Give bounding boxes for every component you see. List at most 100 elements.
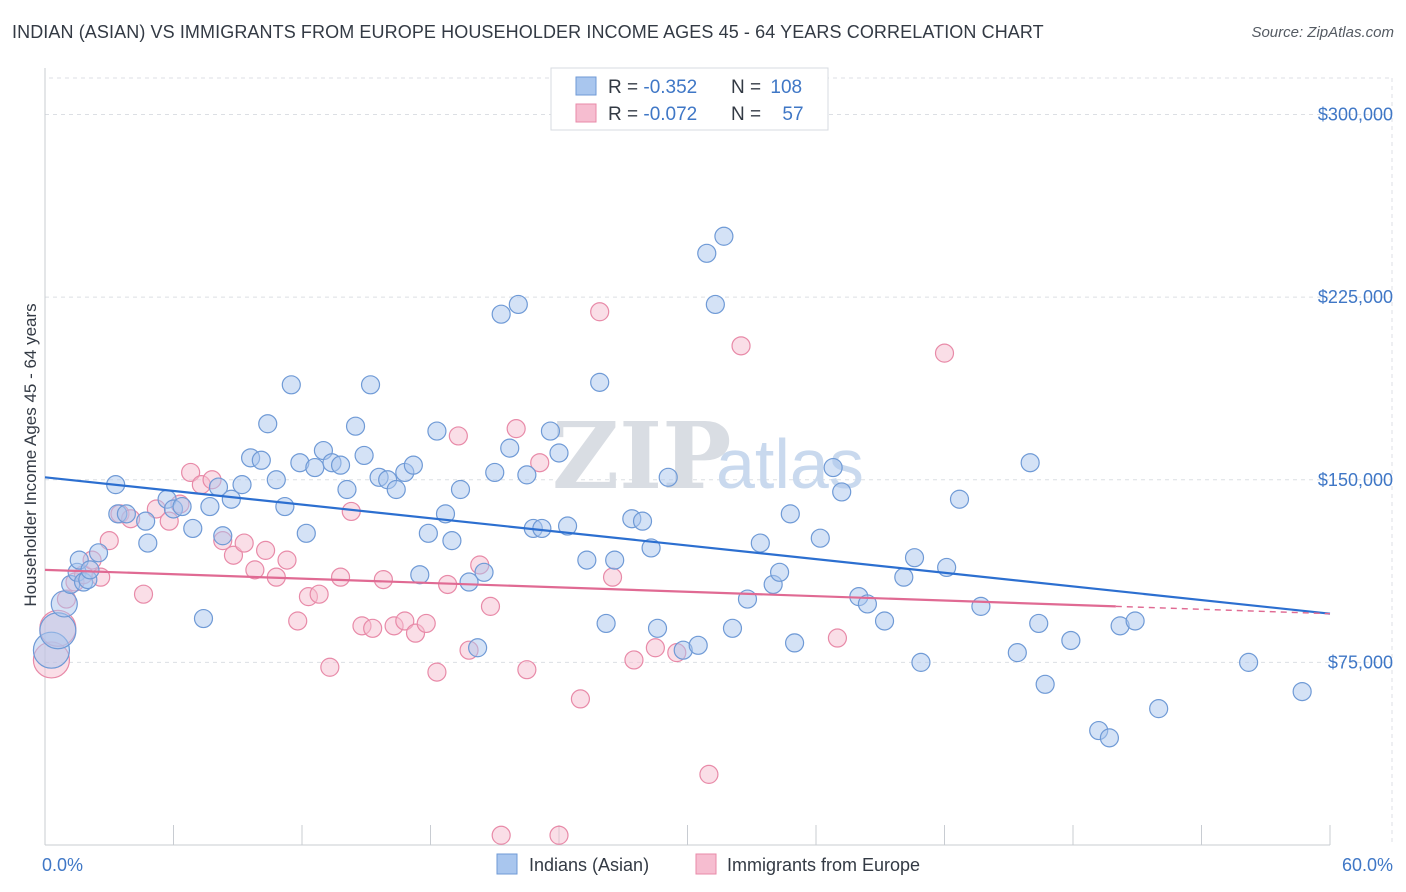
point-europe xyxy=(255,540,276,560)
point-indians xyxy=(596,613,616,634)
point-indians xyxy=(688,635,708,655)
legend-n-value: 57 xyxy=(782,104,803,125)
chart-title: INDIAN (ASIAN) VS IMMIGRANTS FROM EUROPE… xyxy=(12,22,1044,42)
point-indians xyxy=(904,548,925,568)
point-indians xyxy=(193,608,214,629)
point-indians xyxy=(418,523,438,543)
legend-row-indians: R = -0.352 xyxy=(608,77,697,98)
point-indians xyxy=(540,421,561,441)
point-indians xyxy=(275,496,295,517)
point-indians xyxy=(949,489,970,509)
point-indians xyxy=(780,504,800,524)
point-europe xyxy=(288,611,308,631)
legend-row-europe-n: N = 57 xyxy=(731,104,804,125)
point-indians xyxy=(221,489,241,509)
point-europe xyxy=(602,567,623,587)
legend-swatch-indians xyxy=(575,76,597,96)
data-points xyxy=(32,226,1312,845)
point-europe xyxy=(373,569,393,590)
point-europe xyxy=(448,426,468,446)
point-indians xyxy=(491,304,511,324)
point-indians xyxy=(330,455,351,475)
point-indians xyxy=(251,450,271,470)
point-indians xyxy=(832,482,852,502)
point-europe xyxy=(827,628,848,648)
point-europe xyxy=(530,453,550,473)
point-europe xyxy=(731,336,751,356)
point-europe xyxy=(517,660,537,680)
watermark: ZIP atlas xyxy=(552,402,864,510)
point-europe xyxy=(590,302,610,322)
point-indians xyxy=(823,457,843,478)
legend-r-label: R = xyxy=(608,104,643,125)
point-indians xyxy=(1125,611,1145,631)
point-indians xyxy=(450,479,471,500)
point-europe xyxy=(570,689,591,709)
point-indians xyxy=(517,465,537,485)
y-tick-label: $75,000 xyxy=(1328,652,1393,672)
point-europe xyxy=(416,613,436,634)
point-indians xyxy=(459,572,479,592)
point-indians xyxy=(200,496,220,517)
point-indians xyxy=(427,421,447,441)
point-indians xyxy=(296,523,316,543)
point-indians xyxy=(557,516,578,536)
point-indians xyxy=(874,611,895,631)
point-indians xyxy=(1292,681,1312,702)
point-indians xyxy=(971,596,991,616)
legend-swatch-europe xyxy=(575,103,597,123)
watermark-zip: ZIP xyxy=(552,402,731,510)
trend-line-indians xyxy=(44,476,1331,615)
point-indians xyxy=(172,496,192,517)
point-indians xyxy=(1035,674,1055,694)
y-tick-label: $150,000 xyxy=(1318,470,1393,490)
point-indians xyxy=(386,479,406,500)
point-europe xyxy=(181,462,201,483)
point-indians xyxy=(474,562,494,582)
point-indians xyxy=(500,438,520,458)
point-indians xyxy=(697,243,717,263)
point-indians xyxy=(1061,630,1081,651)
point-europe xyxy=(223,545,244,565)
point-indians xyxy=(360,375,381,395)
point-indians xyxy=(750,533,770,553)
point-indians xyxy=(410,565,430,585)
point-indians xyxy=(232,475,252,495)
point-indians xyxy=(116,504,136,524)
point-indians xyxy=(508,294,528,315)
point-indians xyxy=(50,590,78,618)
y-tick-label: $300,000 xyxy=(1318,105,1393,125)
point-indians xyxy=(442,531,462,551)
legend-n-value: 108 xyxy=(770,77,802,98)
point-indians xyxy=(1007,643,1027,663)
legend-row-europe: R = -0.072 xyxy=(608,104,697,125)
point-europe xyxy=(506,419,526,439)
point-indians xyxy=(1099,728,1120,748)
point-indians xyxy=(266,470,286,490)
point-europe xyxy=(234,533,254,553)
legend-row-indians-n: N = 108 xyxy=(731,77,802,98)
point-indians xyxy=(857,594,878,614)
point-indians xyxy=(632,511,653,531)
point-indians xyxy=(468,638,488,658)
point-indians xyxy=(305,457,325,478)
x-tick-labels: 0.0% 60.0% xyxy=(42,855,1393,875)
series-legend: Indians (Asian) Immigrants from Europe xyxy=(496,853,920,875)
point-indians xyxy=(1020,453,1040,473)
point-indians xyxy=(485,462,505,483)
point-europe xyxy=(395,611,415,631)
point-indians xyxy=(39,612,77,650)
correlation-legend: R = -0.352 N = 108 R = -0.072 N = 57 xyxy=(550,67,829,131)
legend-box xyxy=(550,67,829,131)
series-legend-label-indians: Indians (Asian) xyxy=(529,855,649,875)
point-indians xyxy=(337,479,357,500)
legend-n-label: N = xyxy=(731,77,766,98)
x-tick-label: 60.0% xyxy=(1342,855,1393,875)
legend-r-value: -0.352 xyxy=(643,77,697,98)
series-legend-swatch-indians xyxy=(496,853,518,875)
point-indians xyxy=(345,416,366,436)
point-europe xyxy=(320,657,340,677)
axes xyxy=(44,68,1331,846)
point-europe xyxy=(309,584,329,604)
